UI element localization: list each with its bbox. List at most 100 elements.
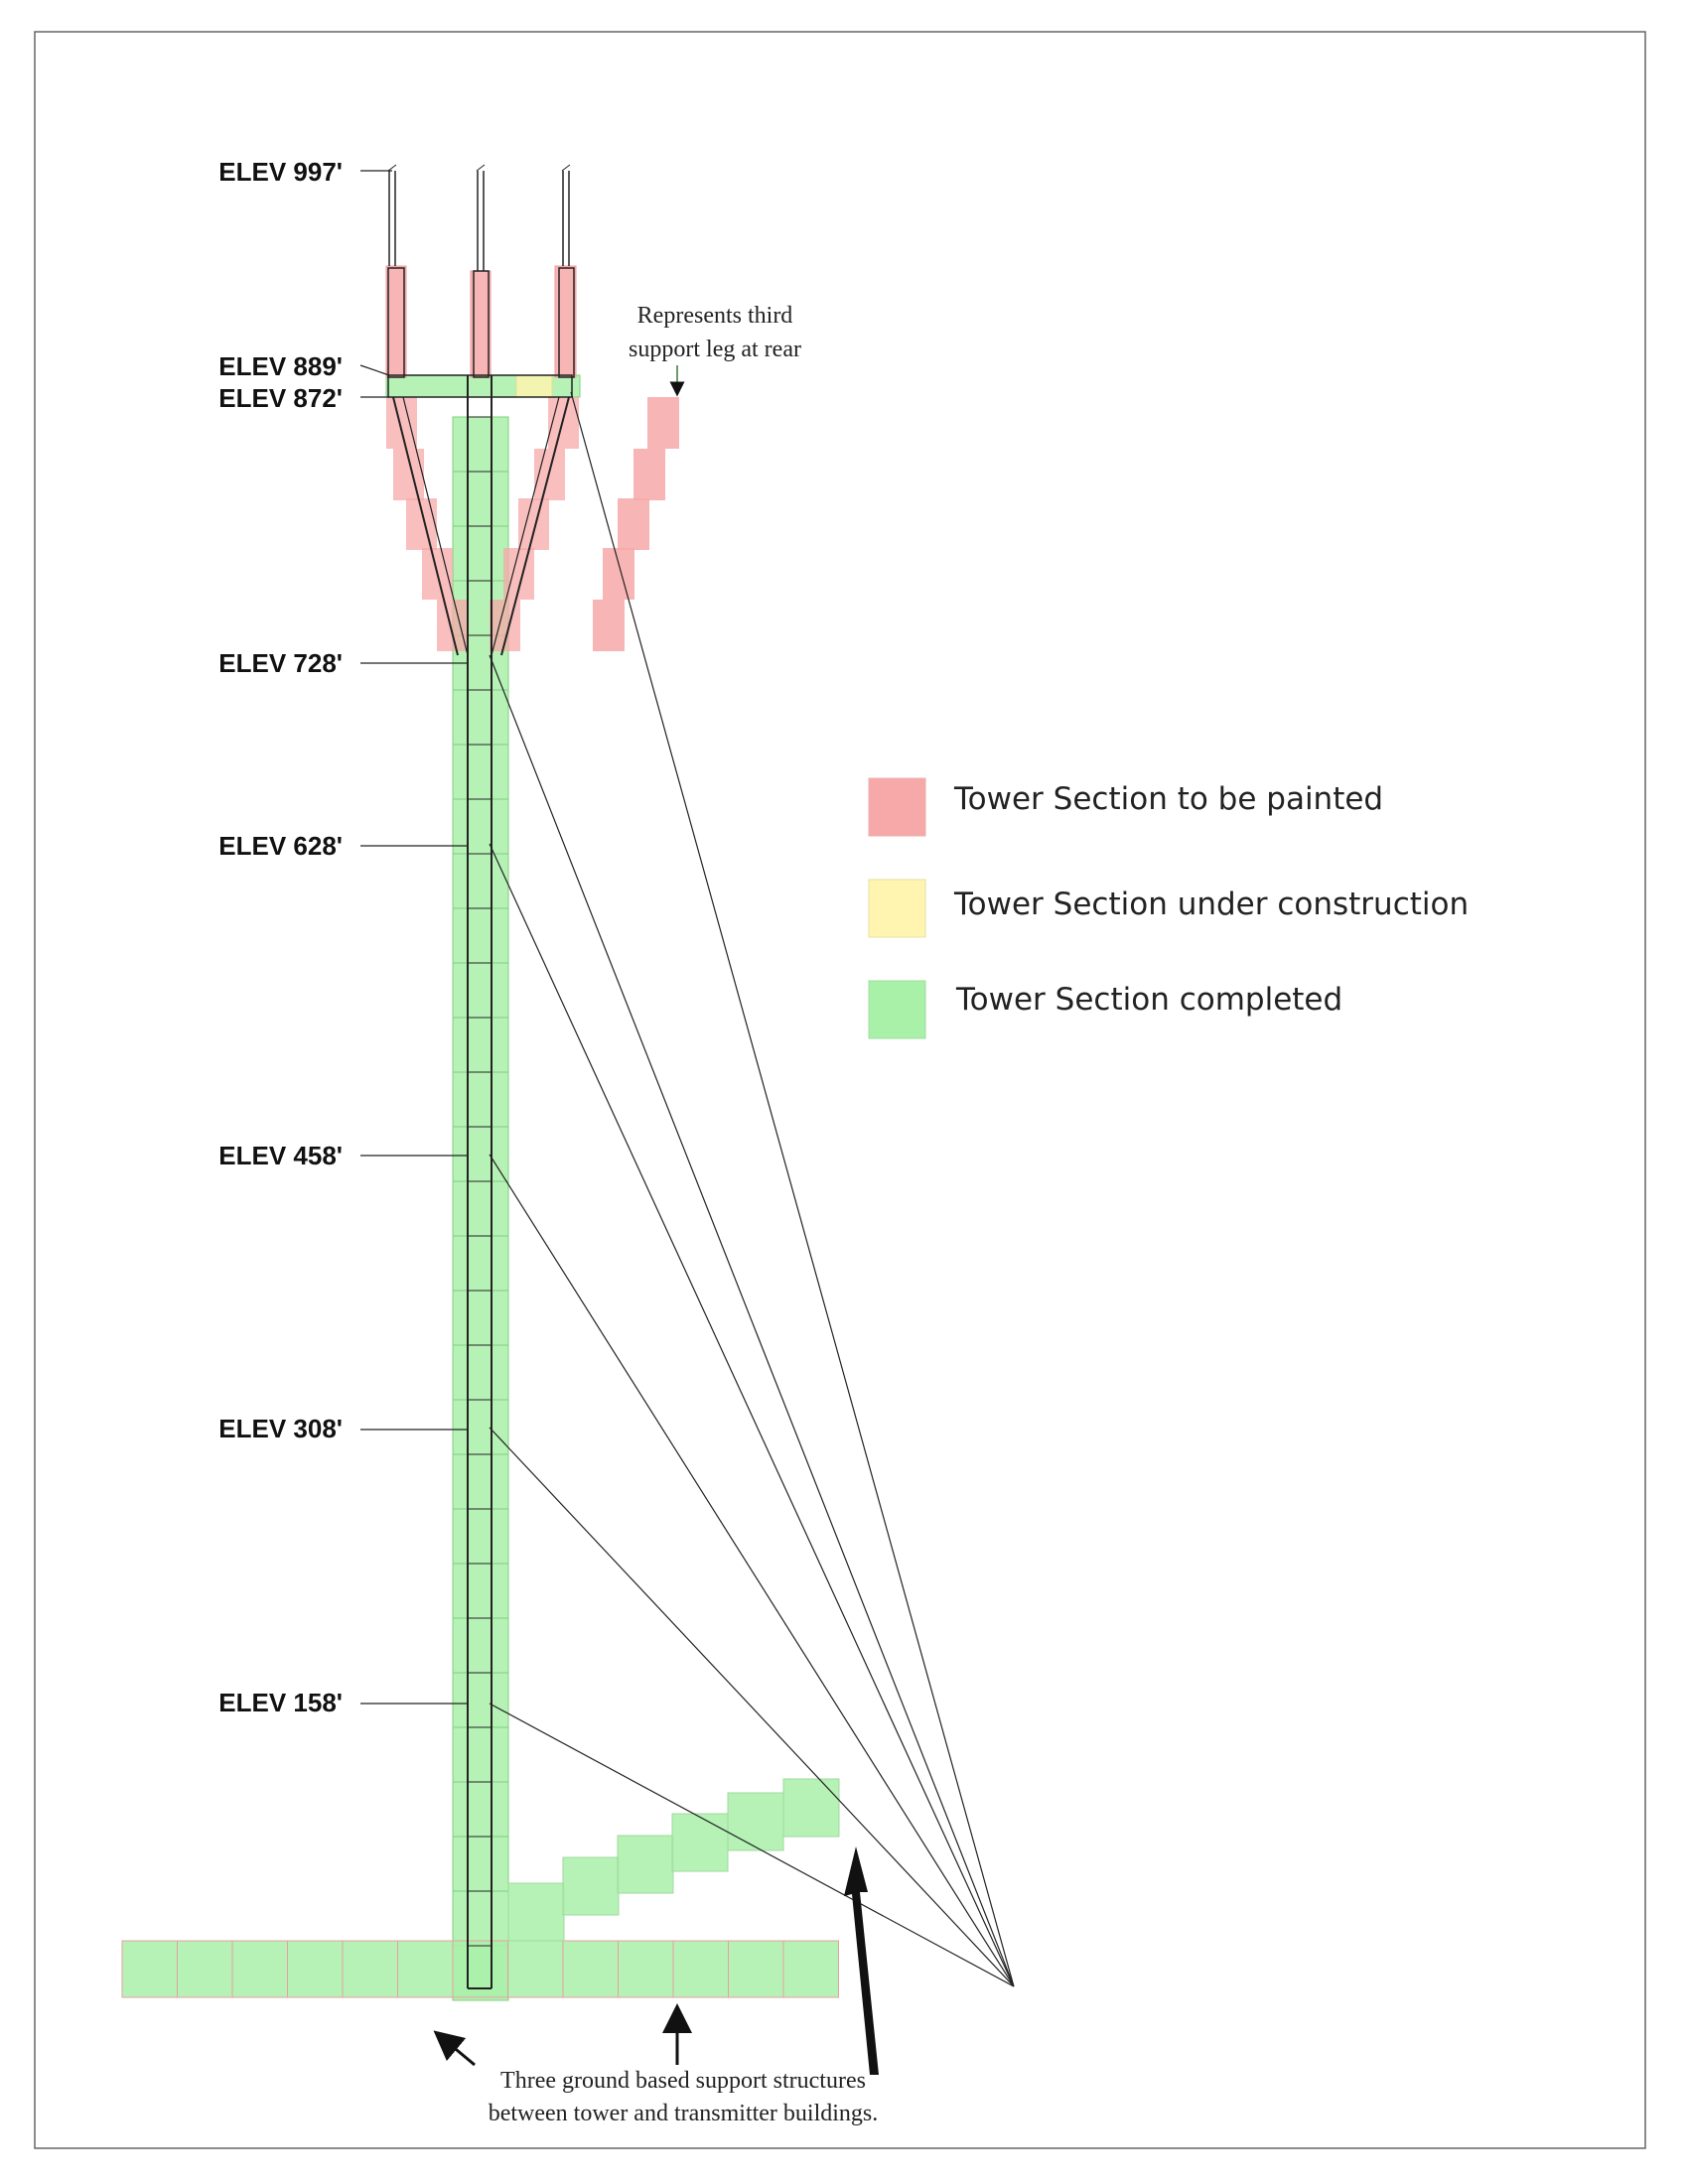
rear-leg-section xyxy=(618,498,649,550)
ground-support-section xyxy=(177,1940,233,1998)
ground-support-section xyxy=(728,1940,784,1998)
legend: Tower Section to be painted Tower Sectio… xyxy=(868,777,1469,1039)
guy-wire xyxy=(570,391,1015,1987)
mast-section xyxy=(452,1344,509,1401)
elev-label-158: ELEV 158' xyxy=(218,1688,343,1717)
mast-section xyxy=(452,1726,509,1783)
right-brace xyxy=(491,396,560,656)
left-brace xyxy=(392,396,459,656)
rear-leg-note-line1: Represents third xyxy=(637,303,793,329)
ground-support-section xyxy=(507,1882,565,1942)
ground-arrow-right xyxy=(844,1846,879,2075)
guy-wires xyxy=(489,391,1015,1987)
mast-section xyxy=(452,962,509,1019)
ground-support-section xyxy=(782,1778,840,1838)
mast-section xyxy=(452,1617,509,1674)
painted-sections xyxy=(385,265,679,651)
left-brace-section xyxy=(437,600,468,651)
right-brace xyxy=(500,396,570,656)
ground-support-section xyxy=(727,1792,784,1851)
mast-section xyxy=(452,1672,509,1728)
rear-leg-section xyxy=(647,397,679,449)
right-brace-section xyxy=(518,498,549,550)
top-leg-outline xyxy=(558,267,575,378)
construction-sections xyxy=(515,374,553,398)
legend-swatch-construction xyxy=(868,879,926,938)
guy-wire xyxy=(489,1154,1015,1987)
top-leg-section xyxy=(554,265,577,378)
mast-section xyxy=(452,689,509,746)
mast-section xyxy=(452,1126,509,1182)
legend-label-completed: Tower Section completed xyxy=(955,982,1342,1018)
antenna-tip xyxy=(476,164,486,172)
mast-section xyxy=(452,1453,509,1510)
ground-support-section xyxy=(562,1856,620,1916)
elevation-labels: ELEV 997' ELEV 889' ELEV 872' ELEV 728' … xyxy=(218,157,343,1717)
mast-section xyxy=(452,853,509,909)
legend-label-construction: Tower Section under construction xyxy=(953,887,1469,922)
ground-support-section xyxy=(121,1940,178,1998)
platform-construction-section xyxy=(515,374,553,398)
top-leg-outline xyxy=(387,267,405,378)
guy-wire xyxy=(489,1427,1015,1987)
ground-arrow-left xyxy=(433,2030,476,2067)
elevation-leaders xyxy=(359,170,469,1705)
legend-swatch-completed xyxy=(868,980,926,1039)
ground-support-section xyxy=(287,1940,344,1998)
legend-label-painted: Tower Section to be painted xyxy=(953,781,1383,817)
left-brace xyxy=(402,396,469,656)
elev-label-728: ELEV 728' xyxy=(218,648,343,678)
elev-label-997: ELEV 997' xyxy=(218,157,343,187)
ground-support-section xyxy=(782,1940,839,1998)
mast-section xyxy=(452,1781,509,1838)
completed-sections xyxy=(121,374,840,2001)
rear-leg-note: Represents third support leg at rear xyxy=(629,303,801,397)
ground-support-section xyxy=(617,1835,674,1894)
guy-wire xyxy=(489,843,1015,1987)
mast-section xyxy=(452,907,509,964)
tower-structure xyxy=(387,164,575,1989)
elev-label-458: ELEV 458' xyxy=(218,1141,343,1170)
ground-support-section xyxy=(618,1940,674,1998)
rear-leg-section xyxy=(603,548,634,600)
mast-section xyxy=(452,1071,509,1128)
elev-label-308: ELEV 308' xyxy=(218,1414,343,1443)
left-brace-section xyxy=(386,397,417,449)
ground-support-section xyxy=(397,1940,454,1998)
guy-wire xyxy=(489,1703,1015,1987)
antenna-tip xyxy=(387,164,397,172)
left-brace-section xyxy=(406,498,437,550)
ground-support-section xyxy=(507,1940,564,1998)
mast-section xyxy=(452,744,509,800)
elev-label-889: ELEV 889' xyxy=(218,351,343,381)
mast-section xyxy=(452,1563,509,1619)
antenna-tip xyxy=(561,164,571,172)
mast-section xyxy=(452,1836,509,1892)
platform-outline xyxy=(387,374,573,398)
top-leg-outline xyxy=(473,270,490,378)
mast-section xyxy=(452,1235,509,1292)
ground-support-section xyxy=(672,1940,729,1998)
elev-label-872: ELEV 872' xyxy=(218,383,343,413)
top-leg-section xyxy=(385,265,407,378)
ground-support-section xyxy=(231,1940,288,1998)
mast-section xyxy=(452,1890,509,1947)
rear-leg-section xyxy=(633,449,665,500)
ground-support-section xyxy=(342,1940,398,1998)
mast-section xyxy=(452,416,509,473)
right-brace-section xyxy=(548,397,579,449)
mast-section xyxy=(452,1180,509,1237)
rear-leg-section xyxy=(593,600,625,651)
ground-support-section xyxy=(562,1940,619,1998)
ground-support-note: Three ground based support structures be… xyxy=(433,1846,879,2126)
mast-section xyxy=(452,1508,509,1565)
mast-section xyxy=(452,1290,509,1346)
ground-note-line1: Three ground based support structures xyxy=(500,2068,866,2094)
page-border xyxy=(34,31,1646,2149)
mast-section xyxy=(452,471,509,527)
guy-wire xyxy=(489,654,1015,1987)
mast-section xyxy=(452,1399,509,1455)
ground-note-line2: between tower and transmitter buildings. xyxy=(489,2101,879,2126)
legend-swatch-painted xyxy=(868,777,926,837)
